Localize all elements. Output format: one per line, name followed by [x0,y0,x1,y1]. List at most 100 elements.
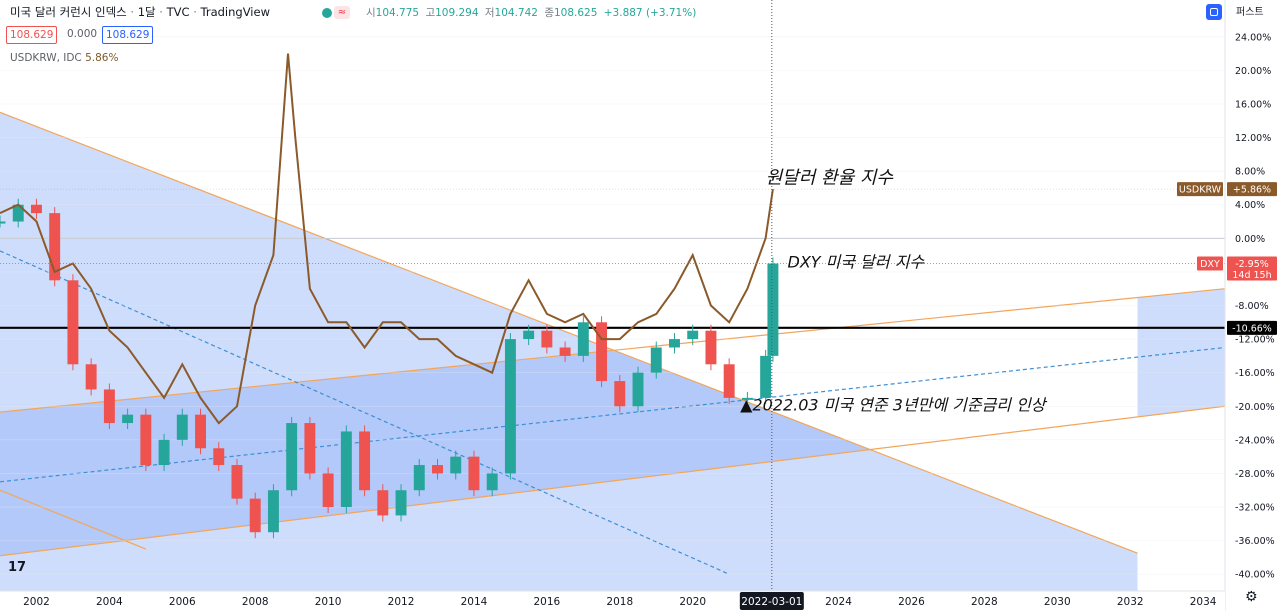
x-tick-label: 2012 [388,596,415,608]
dxy-candle[interactable] [486,473,498,491]
usdkrw-price-tag[interactable]: +5.86% [1233,185,1271,196]
dxy-candle[interactable] [322,473,334,508]
y-tick-label: 12.00% [1235,133,1271,144]
dxy-candle[interactable] [30,204,42,214]
dxy-candle[interactable] [723,364,735,398]
buy-price-button[interactable]: 108.629 [102,26,154,44]
channel-midline-rising[interactable] [0,346,1226,483]
gear-icon[interactable]: ⚙ [1245,589,1258,605]
dxy-candle[interactable] [650,347,662,373]
dxy-candle[interactable] [767,263,779,356]
dxy-candle[interactable] [49,213,61,281]
dxy-candle[interactable] [468,456,480,491]
dxy-candle[interactable] [12,204,24,222]
rising-channel-fill-right[interactable] [1137,288,1226,417]
crosshair-date-label[interactable]: 2022-03-01 [741,596,802,608]
dxy-candle[interactable] [687,330,699,340]
dxy-candle[interactable] [176,414,188,440]
dxy-candle[interactable] [669,339,680,348]
screenshot-icon[interactable] [1206,4,1222,20]
tilde-icon[interactable]: ≈ [334,6,350,19]
dxy-candle[interactable] [504,339,516,474]
ohlc-readout: 시104.775 고109.294 저104.742 종108.625 +3.8… [366,5,699,20]
horizontal-level-label[interactable]: -10.66% [1232,323,1272,334]
dxy-candle[interactable] [340,431,352,508]
dxy-symbol-tag-bg[interactable] [1197,256,1223,271]
dxy-candle[interactable] [213,448,225,466]
usdkrw-price-tag-bg[interactable] [1227,182,1277,197]
dxy-candle[interactable] [705,330,717,365]
open-value: 104.775 [375,7,420,19]
dxy-price-tag-bg[interactable] [1227,256,1277,281]
compare-legend[interactable]: USDKRW, IDC 5.86% [10,52,118,64]
y-tick-label: -8.00% [1235,301,1269,312]
dxy-candle[interactable] [614,381,626,407]
high-value: 109.294 [435,7,479,19]
dxy-candle[interactable] [158,439,170,466]
horizontal-level-label-bg[interactable] [1227,320,1277,335]
usdkrw-line[interactable] [0,53,774,425]
dxy-candle[interactable] [632,372,644,407]
dxy-symbol-tag[interactable]: DXY [1200,259,1220,270]
chart-annotation-1[interactable]: DXY 미국 달러 지수 [788,253,926,272]
x-tick-label: 2006 [169,596,196,608]
channel-upper-rising-line[interactable] [0,288,1226,413]
compare-value: 5.86% [85,52,119,64]
usdkrw-symbol-tag-bg[interactable] [1177,182,1223,197]
dxy-candle[interactable] [140,414,152,466]
y-tick-label: 4.00% [1235,200,1265,211]
market-status-icon[interactable] [322,8,332,18]
dxy-candle[interactable] [231,465,243,499]
dxy-candle[interactable] [760,355,772,398]
dxy-candle[interactable] [577,322,589,356]
dxy-candle[interactable] [0,221,6,224]
low-value: 104.742 [494,7,538,19]
symbol-header[interactable]: 미국 달러 커런시 인덱스 · 1달 · TVC · TradingView [10,5,270,19]
dxy-candle[interactable] [195,414,206,449]
dxy-candle[interactable] [541,330,553,348]
dxy-candle[interactable] [450,456,462,474]
dxy-candle[interactable] [122,414,134,424]
dxy-candle[interactable] [596,322,608,382]
dxy-candle[interactable] [523,330,535,340]
dxy-candle[interactable] [741,397,753,400]
y-tick-label: 8.00% [1235,167,1265,178]
exchange-label: TVC [166,5,190,19]
dxy-candle[interactable] [103,389,115,424]
tradingview-logo-icon[interactable]: 17 [8,560,27,575]
x-tick-label: 2026 [898,596,925,608]
chart-background-right [1137,553,1225,591]
close-value: 108.625 [553,7,598,19]
crosshair-date-bg[interactable] [739,592,804,610]
annotations[interactable]: 원달러 환율 지수 DXY 미국 달러 지수 ▲2022.03 미국 연준 3년만에… [740,168,1048,415]
dxy-candle[interactable] [67,280,79,365]
dxy-candle[interactable] [377,490,389,516]
dxy-countdown[interactable]: 14d 15h [1232,270,1271,281]
high-key: 고 [425,7,436,19]
dxy-candle[interactable] [413,465,425,491]
channel-upper-trendline[interactable] [0,111,1138,554]
sell-price-button[interactable]: 108.629 [6,26,58,44]
x-tick-label: 2030 [1044,596,1071,608]
gridlines [0,36,1225,575]
dxy-candle[interactable] [395,490,407,516]
x-tick-label: 2016 [534,596,561,608]
channel-lower-rising-line[interactable] [0,405,1226,557]
dxy-candle[interactable] [559,347,571,356]
dxy-candle[interactable] [359,431,371,491]
chart-annotation-0[interactable]: 원달러 환율 지수 [766,168,895,189]
channel-lower-trendline[interactable] [0,489,147,550]
series-layer[interactable] [0,0,1225,591]
usdkrw-symbol-tag[interactable]: USDKRW [1179,185,1222,196]
dxy-candle[interactable] [432,465,443,474]
dxy-candle[interactable] [249,498,261,533]
dxy-price-tag[interactable]: -2.95% [1235,259,1269,270]
dxy-candle[interactable] [304,423,316,474]
dxy-candle[interactable] [286,423,298,491]
dxy-candle[interactable] [267,490,279,533]
scale-mode-button[interactable]: 퍼스트 [1236,7,1264,18]
dxy-candle[interactable] [85,364,97,390]
chart-annotation-2[interactable]: ▲2022.03 미국 연준 3년만에 기준금리 인상 [740,395,1048,414]
